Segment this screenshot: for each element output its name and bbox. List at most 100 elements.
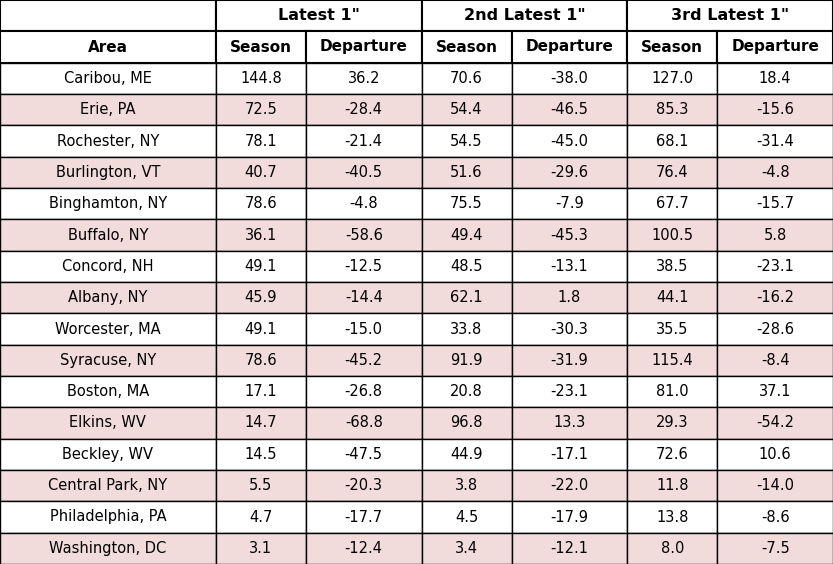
Bar <box>627 282 717 314</box>
Bar <box>717 94 833 125</box>
Text: 13.3: 13.3 <box>553 416 586 430</box>
Text: 70.6: 70.6 <box>450 71 483 86</box>
Text: -12.4: -12.4 <box>345 541 382 556</box>
Text: 72.6: 72.6 <box>656 447 689 462</box>
Text: 4.7: 4.7 <box>249 509 272 525</box>
Bar <box>216 94 306 125</box>
Bar <box>511 282 627 314</box>
Bar <box>306 282 421 314</box>
Text: 14.7: 14.7 <box>245 416 277 430</box>
Text: 5.5: 5.5 <box>249 478 272 493</box>
Bar <box>216 407 306 439</box>
Bar <box>306 501 421 532</box>
Text: Season: Season <box>436 39 497 55</box>
Text: 62.1: 62.1 <box>451 290 483 305</box>
Text: -45.2: -45.2 <box>345 353 382 368</box>
Text: Departure: Departure <box>320 39 407 55</box>
Text: 144.8: 144.8 <box>240 71 282 86</box>
Bar <box>0 439 216 470</box>
Bar <box>216 314 306 345</box>
Text: Philadelphia, PA: Philadelphia, PA <box>50 509 167 525</box>
Bar <box>306 376 421 407</box>
Bar <box>421 157 511 188</box>
Bar <box>216 250 306 282</box>
Text: Rochester, NY: Rochester, NY <box>57 134 159 148</box>
Bar <box>421 314 511 345</box>
Bar <box>627 157 717 188</box>
Bar <box>627 314 717 345</box>
Bar <box>306 439 421 470</box>
Text: -8.6: -8.6 <box>761 509 790 525</box>
Bar <box>216 125 306 157</box>
Text: 5.8: 5.8 <box>764 227 786 243</box>
Bar <box>0 32 216 63</box>
Bar <box>0 282 216 314</box>
Text: -4.8: -4.8 <box>349 196 378 211</box>
Text: 13.8: 13.8 <box>656 509 688 525</box>
Bar <box>0 63 216 94</box>
Text: Syracuse, NY: Syracuse, NY <box>60 353 156 368</box>
Text: 49.4: 49.4 <box>451 227 483 243</box>
Bar <box>717 63 833 94</box>
Text: 3.4: 3.4 <box>455 541 478 556</box>
Text: -23.1: -23.1 <box>551 384 588 399</box>
Text: 29.3: 29.3 <box>656 416 689 430</box>
Text: -15.6: -15.6 <box>756 102 794 117</box>
Text: 10.6: 10.6 <box>759 447 791 462</box>
Bar <box>627 376 717 407</box>
Bar <box>306 407 421 439</box>
Text: -47.5: -47.5 <box>345 447 382 462</box>
Bar <box>306 63 421 94</box>
Text: Concord, NH: Concord, NH <box>62 259 153 274</box>
Text: 1.8: 1.8 <box>558 290 581 305</box>
Text: 51.6: 51.6 <box>451 165 483 180</box>
Text: -12.1: -12.1 <box>551 541 588 556</box>
Bar <box>306 345 421 376</box>
Bar <box>216 188 306 219</box>
Bar <box>511 501 627 532</box>
Text: 38.5: 38.5 <box>656 259 688 274</box>
Text: -46.5: -46.5 <box>551 102 588 117</box>
Bar <box>0 376 216 407</box>
Text: -28.4: -28.4 <box>345 102 382 117</box>
Text: 54.4: 54.4 <box>451 102 483 117</box>
Text: Area: Area <box>88 39 128 55</box>
Bar <box>0 314 216 345</box>
Bar <box>717 470 833 501</box>
Bar <box>421 470 511 501</box>
Bar <box>421 125 511 157</box>
Bar <box>421 501 511 532</box>
Text: -40.5: -40.5 <box>345 165 382 180</box>
Bar <box>306 32 421 63</box>
Text: Worcester, MA: Worcester, MA <box>55 321 161 337</box>
Text: Season: Season <box>230 39 292 55</box>
Bar <box>306 188 421 219</box>
Bar <box>717 501 833 532</box>
Text: 100.5: 100.5 <box>651 227 693 243</box>
Bar <box>717 282 833 314</box>
Text: 44.1: 44.1 <box>656 290 689 305</box>
Bar <box>627 407 717 439</box>
Bar <box>511 250 627 282</box>
Bar <box>421 532 511 564</box>
Text: -31.9: -31.9 <box>551 353 588 368</box>
Text: Boston, MA: Boston, MA <box>67 384 149 399</box>
Bar <box>306 314 421 345</box>
Bar <box>717 345 833 376</box>
Bar <box>627 32 717 63</box>
Bar <box>216 282 306 314</box>
Bar <box>306 125 421 157</box>
Text: 11.8: 11.8 <box>656 478 689 493</box>
Bar <box>421 250 511 282</box>
Text: -22.0: -22.0 <box>551 478 589 493</box>
Bar <box>216 376 306 407</box>
Bar <box>306 250 421 282</box>
Text: -16.2: -16.2 <box>756 290 794 305</box>
Text: -13.1: -13.1 <box>551 259 588 274</box>
Text: -17.9: -17.9 <box>551 509 588 525</box>
Text: Central Park, NY: Central Park, NY <box>48 478 167 493</box>
Bar <box>627 94 717 125</box>
Bar <box>627 501 717 532</box>
Text: 85.3: 85.3 <box>656 102 688 117</box>
Bar <box>511 188 627 219</box>
